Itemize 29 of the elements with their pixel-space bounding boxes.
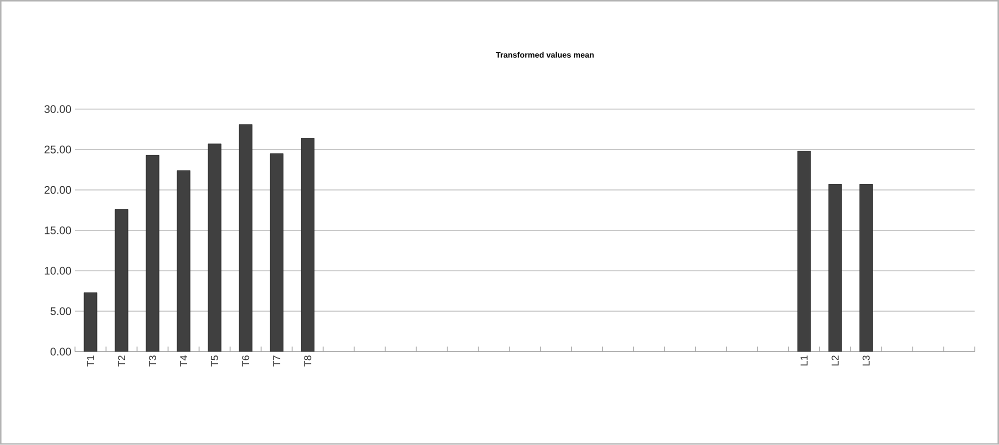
x-tick-label: T2	[118, 356, 126, 367]
bar	[270, 153, 284, 352]
x-tick-label: T8	[304, 356, 312, 367]
x-tick-label: T5	[211, 356, 218, 367]
x-tick-label: L1	[800, 356, 808, 366]
bar	[859, 184, 873, 352]
y-tick-label: 20.00	[44, 186, 72, 194]
y-tick-label: 5.00	[50, 307, 72, 316]
y-tick-label: 10.00	[44, 267, 72, 275]
y-tick-label: 25.00	[44, 146, 72, 154]
bar	[300, 138, 314, 352]
x-tick-label: T3	[149, 356, 156, 367]
bar	[114, 209, 128, 352]
bar	[146, 155, 160, 352]
bar	[176, 170, 190, 352]
bar	[84, 292, 98, 352]
bar	[238, 124, 252, 352]
x-tick-label: T1	[87, 356, 94, 367]
x-tick-label: T6	[242, 356, 250, 367]
y-tick-label: 30.00	[44, 105, 72, 114]
bar	[208, 144, 222, 352]
x-tick-label: T4	[180, 356, 188, 367]
x-tick-label: L2	[832, 356, 839, 366]
y-tick-label: 0.00	[50, 348, 72, 356]
y-tick-label: 15.00	[44, 226, 72, 234]
bar	[828, 184, 842, 352]
bar	[797, 151, 811, 352]
x-tick-label: T7	[273, 356, 280, 367]
x-tick-label: L3	[862, 356, 870, 366]
